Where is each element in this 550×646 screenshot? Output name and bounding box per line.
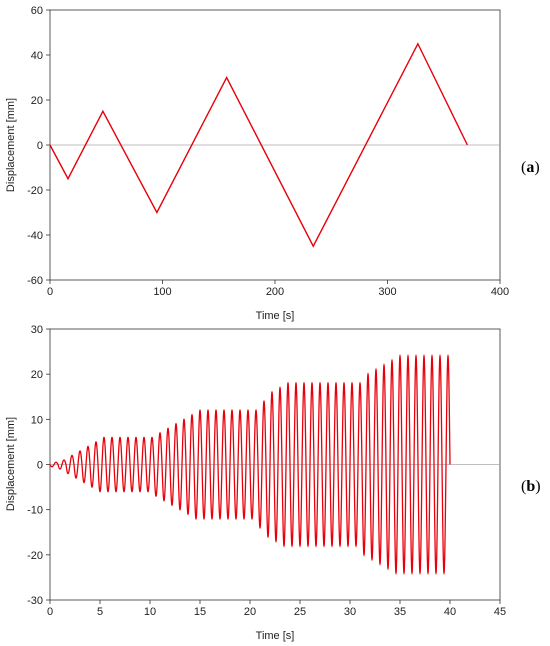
y-tick-label-b: 30 [31, 324, 43, 336]
y-tick-label-a: -60 [27, 275, 43, 287]
y-tick-label-a: -40 [27, 230, 43, 242]
x-tick-label-b: 20 [244, 606, 256, 618]
y-tick-label-a: 0 [37, 140, 43, 152]
series-line-b [49, 353, 451, 576]
x-tick-label-b: 40 [444, 606, 456, 618]
y-axis-label-b: Displacement [mm] [5, 417, 17, 511]
y-tick-label-a: -20 [27, 185, 43, 197]
axis-ticks-b: 0 5 10 15 20 25 30 35 40 45 -30 -20 -10 0 10 20 30 [27, 324, 506, 618]
y-axis-label-a: Displacement [mm] [5, 98, 17, 192]
x-tick-label-b: 45 [494, 606, 506, 618]
x-tick-label-b: 30 [344, 606, 356, 618]
chart-b: 0 5 10 15 20 25 30 35 40 45 -30 -20 -10 0 10 20 30 Time … [5, 324, 541, 642]
panel-label-a: (a) [521, 159, 540, 176]
x-tick-label-b: 35 [394, 606, 406, 618]
axis-ticks-a: 0 100 200 300 400 -60 -40 -20 0 20 40 60 [27, 5, 509, 298]
x-tick-label-a: 100 [153, 286, 171, 298]
x-tick-label-b: 0 [47, 606, 53, 618]
y-tick-label-a: 20 [31, 95, 43, 107]
y-tick-label-a: 40 [31, 50, 43, 62]
x-tick-label-b: 25 [294, 606, 306, 618]
x-tick-label-a: 200 [266, 286, 284, 298]
y-tick-label-b: 0 [37, 460, 43, 472]
x-tick-label-a: 0 [47, 286, 53, 298]
x-tick-label-a: 400 [491, 286, 509, 298]
y-tick-label-b: -20 [27, 550, 43, 562]
y-tick-label-b: -10 [27, 505, 43, 517]
chart-a: 0 100 200 300 400 -60 -40 -20 0 20 40 60 Time [s] D… [5, 5, 540, 322]
panel-label-b: (b) [521, 478, 541, 495]
x-axis-label-b: Time [s] [256, 630, 295, 642]
y-tick-label-a: 60 [31, 5, 43, 17]
y-tick-label-b: -30 [27, 595, 43, 607]
x-tick-label-a: 300 [378, 286, 396, 298]
y-tick-label-b: 10 [31, 414, 43, 426]
x-tick-label-b: 10 [144, 606, 156, 618]
x-tick-label-b: 5 [97, 606, 103, 618]
series-line-a [49, 42, 469, 248]
x-axis-label-a: Time [s] [256, 310, 295, 322]
x-tick-label-b: 15 [194, 606, 206, 618]
y-tick-label-b: 20 [31, 369, 43, 381]
